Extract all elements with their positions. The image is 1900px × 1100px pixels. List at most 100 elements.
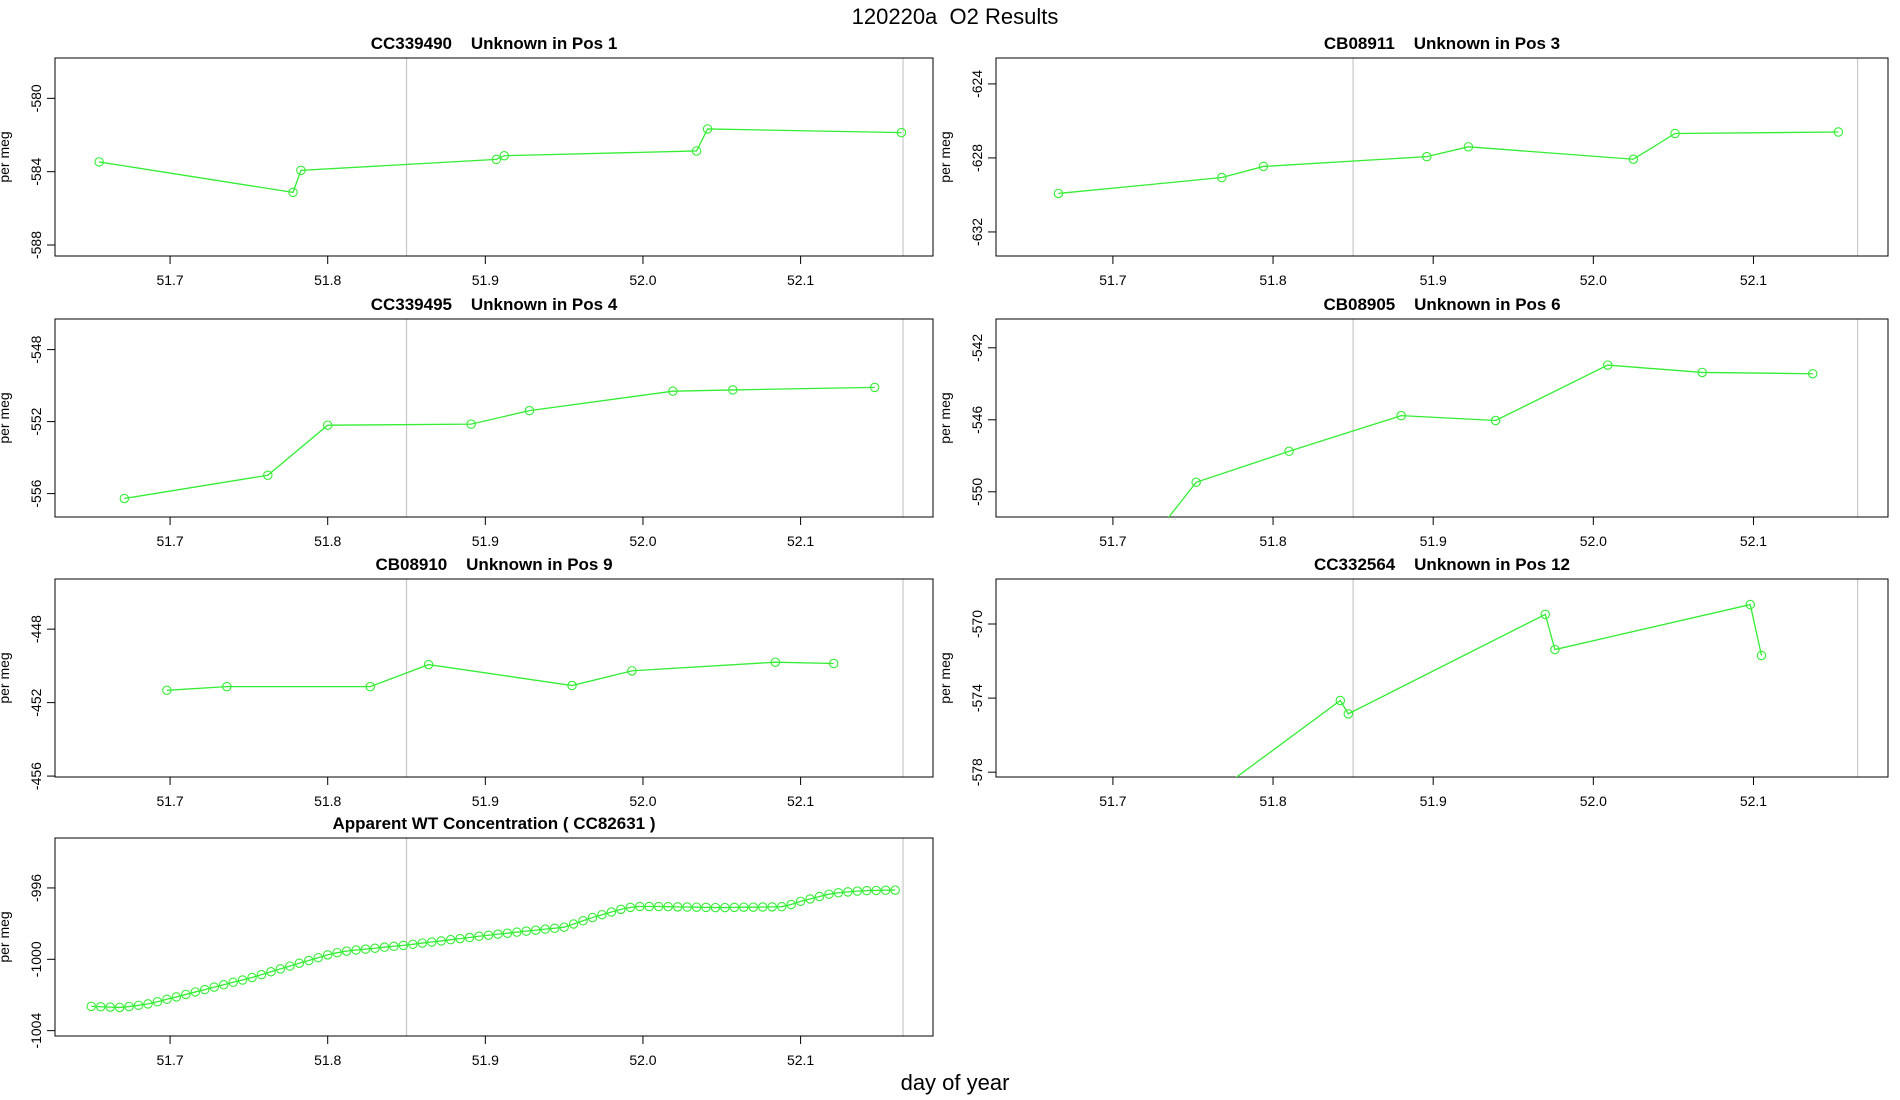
- data-point: [124, 1001, 134, 1012]
- y-tick-label: -574: [969, 684, 985, 712]
- y-axis-title: per meg: [0, 392, 12, 443]
- data-point: [1628, 154, 1639, 164]
- y-tick-label: -584: [28, 157, 44, 185]
- y-tick-label: -624: [969, 70, 985, 98]
- data-point: [1463, 142, 1474, 152]
- data-point: [228, 977, 238, 988]
- x-tick-label: 51.7: [156, 272, 183, 288]
- data-point: [1550, 644, 1560, 655]
- data-point: [776, 901, 787, 912]
- panel-title: CB08910 Unknown in Pos 9: [375, 555, 612, 574]
- data-point: [758, 902, 768, 912]
- x-tick-label: 51.7: [156, 533, 183, 549]
- data-point: [455, 933, 465, 944]
- x-tick-label: 51.8: [314, 533, 341, 549]
- data-point: [748, 902, 759, 912]
- x-tick-label: 52.0: [629, 533, 656, 549]
- y-tick-label: -570: [969, 610, 985, 638]
- data-point: [143, 999, 153, 1009]
- data-point: [423, 659, 434, 670]
- data-point: [1540, 609, 1551, 620]
- x-tick-label: 51.7: [156, 793, 183, 809]
- data-point: [1191, 477, 1201, 488]
- data-point: [218, 980, 229, 990]
- data-point: [304, 955, 314, 966]
- data-line: [1058, 131, 1839, 195]
- data-point: [464, 932, 475, 943]
- x-tick-label: 51.8: [314, 272, 341, 288]
- data-point: [521, 926, 532, 936]
- data-point: [408, 939, 418, 950]
- panel-title: CC332564 Unknown in Pos 12: [1314, 555, 1570, 574]
- data-point: [466, 419, 476, 429]
- panel-title: CB08911 Unknown in Pos 3: [1324, 34, 1560, 53]
- data-point: [1189, 805, 1197, 813]
- data-point: [222, 681, 232, 692]
- data-point: [644, 901, 655, 912]
- data-point: [365, 681, 376, 692]
- x-tick-label: 52.0: [629, 793, 656, 809]
- panel: Apparent WT Concentration ( CC82631 ) per…: [0, 814, 934, 1068]
- data-point: [94, 157, 104, 167]
- x-tick-label: 51.9: [1420, 533, 1447, 549]
- x-tick-label: 52.1: [1740, 793, 1767, 809]
- data-point: [691, 902, 702, 912]
- data-point: [869, 382, 880, 393]
- data-point: [1093, 605, 1101, 613]
- data-point: [720, 902, 730, 913]
- data-point: [701, 902, 711, 913]
- data-point: [133, 1000, 144, 1011]
- data-point: [512, 927, 522, 937]
- data-point: [1697, 367, 1707, 378]
- panel: CB08911 Unknown in Pos 3 per meg 51.7 51.8 5…: [937, 34, 1889, 288]
- y-tick-label: -628: [969, 144, 985, 172]
- data-point: [95, 1001, 106, 1012]
- y-axis-title: per meg: [937, 652, 953, 703]
- page-title: 120220a O2 Results: [852, 4, 1059, 29]
- x-tick-label: 52.1: [1740, 272, 1767, 288]
- data-point: [190, 987, 201, 997]
- data-point: [1258, 161, 1269, 172]
- plot-frame: [995, 318, 1889, 518]
- data-point: [567, 680, 577, 691]
- panel: CB08905 Unknown in Pos 6 per meg 51.7 51.8 5…: [937, 295, 1889, 613]
- y-tick-label: -996: [28, 874, 44, 902]
- x-axis-title: day of year: [901, 1070, 1010, 1095]
- y-axis-title: per meg: [0, 652, 12, 703]
- x-tick-label: 51.8: [1259, 272, 1286, 288]
- data-point: [322, 950, 333, 960]
- data-point: [1490, 415, 1501, 426]
- y-axis-title: per meg: [937, 131, 953, 182]
- data-point: [493, 929, 503, 939]
- data-point: [559, 922, 569, 932]
- x-tick-label: 51.8: [1259, 533, 1286, 549]
- x-tick-label: 51.9: [1420, 793, 1447, 809]
- x-tick-label: 51.8: [314, 793, 341, 809]
- data-point: [691, 146, 702, 156]
- data-line: [1168, 364, 1813, 517]
- x-tick-label: 51.7: [1099, 533, 1126, 549]
- x-tick-label: 51.7: [156, 1052, 183, 1068]
- x-tick-label: 52.0: [1580, 533, 1607, 549]
- data-point: [1670, 128, 1680, 139]
- data-point: [1602, 360, 1613, 370]
- plot-frame: [54, 837, 934, 1037]
- x-tick-label: 51.9: [472, 1052, 499, 1068]
- data-point: [296, 165, 306, 176]
- panel: CC332564 Unknown in Pos 12 per meg 51.7 51.…: [937, 555, 1889, 813]
- x-tick-label: 52.0: [1580, 793, 1607, 809]
- data-point: [162, 994, 172, 1005]
- plot-frame: [54, 318, 934, 518]
- data-point: [1335, 695, 1346, 706]
- data-point: [770, 657, 781, 667]
- data-point: [625, 902, 636, 913]
- data-point: [1217, 172, 1227, 183]
- data-point: [729, 902, 740, 913]
- panel-title: Apparent WT Concentration ( CC82631 ): [332, 814, 655, 833]
- data-point: [702, 124, 713, 134]
- data-point: [786, 899, 796, 910]
- panel: CC339495 Unknown in Pos 4 per meg 51.7 51.8…: [0, 295, 934, 549]
- plot-frame: [995, 57, 1889, 257]
